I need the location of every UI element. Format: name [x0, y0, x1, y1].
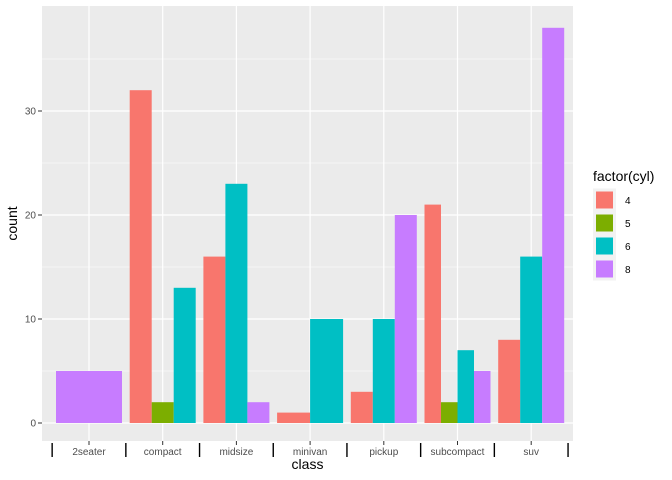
legend-label-6: 6 [625, 242, 631, 253]
x-axis-title: class [292, 456, 324, 472]
bar-compact-cyl-5 [151, 402, 174, 423]
bar-suv-cyl-6 [520, 256, 543, 423]
bar-midsize-cyl-4 [203, 256, 226, 423]
bar-minivan-cyl-6 [310, 319, 344, 423]
y-tick-label: 0 [30, 419, 36, 430]
legend-label-8: 8 [625, 265, 631, 276]
y-axis: 0 10 20 30 [25, 107, 42, 430]
legend-swatch-4 [596, 191, 613, 209]
bars-group [56, 27, 565, 424]
x-tick-label: compact [144, 447, 182, 458]
bar-subcompact-cyl-6 [457, 350, 474, 423]
legend-swatch-8 [596, 260, 613, 278]
bar-pickup-cyl-8 [394, 215, 417, 423]
y-tick-label: 30 [25, 107, 37, 118]
bar-compact-cyl-4 [129, 90, 152, 423]
x-tick-label: suv [523, 447, 539, 458]
y-tick-label: 20 [25, 211, 37, 222]
bar-midsize-cyl-6 [225, 183, 248, 423]
bar-pickup-cyl-4 [350, 391, 373, 423]
bar-suv-cyl-8 [542, 27, 565, 424]
x-tick-label: midsize [219, 447, 253, 458]
legend-title: factor(cyl) [593, 168, 654, 184]
x-tick-label: minivan [293, 447, 327, 458]
legend-swatch-5 [596, 214, 613, 232]
x-tick-label: subcompact [431, 447, 485, 458]
bar-subcompact-cyl-8 [474, 371, 491, 423]
legend: factor(cyl) 4 5 6 8 [593, 168, 654, 281]
x-tick-label: 2seater [72, 447, 106, 458]
y-axis-title: count [4, 206, 20, 240]
x-tick-label: pickup [369, 447, 398, 458]
bar-suv-cyl-4 [498, 339, 521, 423]
legend-swatch-6 [596, 237, 613, 255]
x-axis: 2seater compact midsize minivan pickup subcom… [51, 441, 569, 458]
legend-label-4: 4 [625, 196, 631, 207]
bar-subcompact-cyl-5 [441, 402, 458, 423]
bar-minivan-cyl-4 [277, 412, 311, 423]
bar-midsize-cyl-8 [247, 402, 270, 423]
y-tick-label: 10 [25, 315, 37, 326]
bar-pickup-cyl-6 [372, 319, 395, 423]
bar-subcompact-cyl-4 [424, 204, 441, 423]
legend-label-5: 5 [625, 219, 631, 230]
bar-compact-cyl-6 [173, 287, 196, 423]
bar-2seater-cyl-8 [56, 371, 122, 423]
